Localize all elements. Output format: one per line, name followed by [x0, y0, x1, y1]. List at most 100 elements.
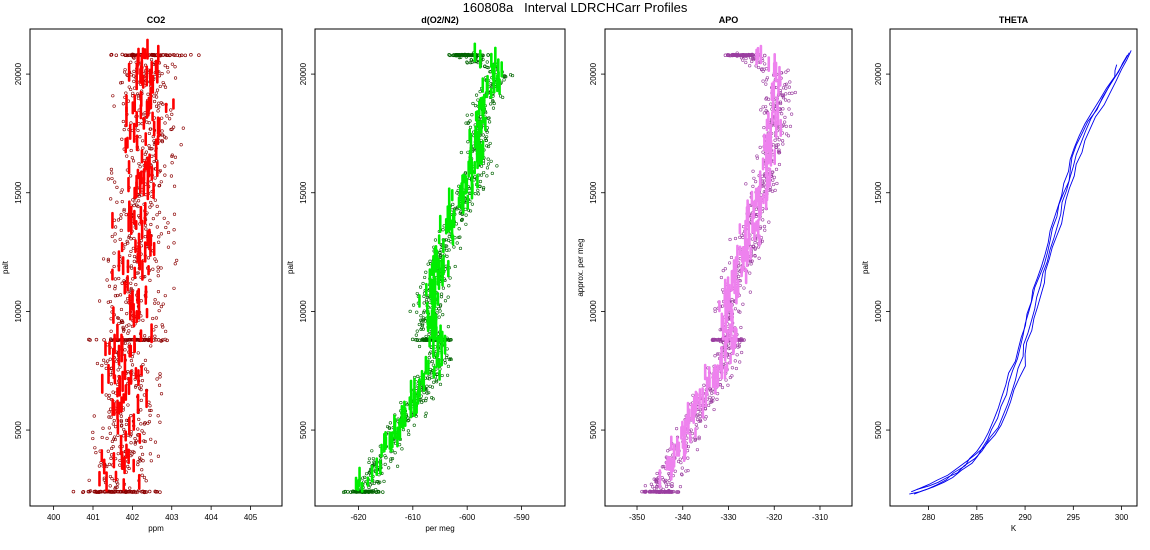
data-point: [710, 391, 714, 395]
data-point: [110, 439, 115, 443]
data-point: [433, 238, 438, 242]
data-point: [501, 95, 505, 99]
data-point: [784, 82, 789, 86]
data-point: [130, 452, 134, 456]
data-point: [141, 139, 145, 143]
data-point: [104, 361, 108, 365]
data-point: [430, 359, 435, 364]
data-point: [109, 489, 114, 494]
data-point: [661, 487, 665, 492]
data-point: [703, 417, 707, 421]
data-point: [421, 399, 426, 403]
data-point: [126, 370, 130, 374]
data-point: [88, 489, 93, 493]
data-point: [778, 101, 783, 106]
data-point: [412, 423, 416, 427]
data-point: [138, 459, 142, 463]
data-point: [755, 154, 759, 158]
data-point: [121, 325, 125, 329]
data-point: [98, 490, 102, 494]
data-point: [108, 484, 112, 488]
data-point: [372, 462, 376, 466]
data-point: [459, 55, 463, 59]
data-point: [509, 73, 513, 77]
data-point: [367, 457, 372, 461]
data-point: [149, 222, 153, 227]
data-point: [438, 309, 442, 313]
data-point: [680, 466, 684, 470]
data-point: [777, 138, 781, 142]
data-point: [111, 422, 115, 426]
data-point: [678, 485, 683, 489]
data-point: [649, 490, 654, 494]
data-point: [156, 274, 160, 278]
data-point: [473, 192, 477, 196]
data-point: [415, 338, 420, 342]
data-point: [733, 307, 738, 311]
data-point: [728, 375, 732, 380]
data-point: [424, 298, 429, 302]
data-point: [149, 437, 153, 441]
data-point: [129, 264, 133, 268]
data-point: [421, 337, 425, 341]
data-point: [443, 358, 447, 362]
data-point: [367, 485, 371, 490]
data-point: [122, 209, 126, 213]
data-point: [774, 167, 779, 171]
data-point: [109, 453, 114, 457]
data-point: [164, 225, 168, 230]
data-point: [129, 249, 133, 254]
data-point: [732, 53, 736, 57]
data-point: [458, 235, 462, 239]
data-point: [93, 446, 97, 450]
data-point: [673, 469, 677, 473]
data-point: [143, 358, 148, 362]
data-point: [416, 374, 420, 378]
data-point: [136, 460, 140, 464]
data-point: [482, 170, 486, 175]
data-point: [127, 323, 131, 327]
data-point: [119, 228, 123, 233]
data-point: [119, 216, 123, 220]
data-point: [139, 445, 143, 449]
data-point: [170, 127, 174, 131]
data-point: [155, 95, 159, 99]
data-point: [686, 468, 690, 473]
data-point: [781, 107, 785, 111]
data-point: [71, 489, 76, 494]
data-point: [432, 380, 436, 384]
data-point: [119, 414, 123, 418]
data-point: [161, 102, 165, 106]
data-point: [121, 119, 125, 124]
y-tick-label: 20000: [14, 62, 23, 85]
data-point: [790, 91, 794, 95]
data-point: [485, 130, 489, 134]
data-point: [101, 257, 106, 261]
data-point: [109, 367, 113, 371]
data-point: [119, 418, 123, 423]
data-point: [422, 310, 426, 315]
data-point: [115, 485, 119, 489]
data-point: [415, 310, 419, 314]
data-point: [123, 243, 127, 247]
data-point: [438, 251, 442, 255]
data-point: [486, 157, 490, 161]
data-point: [170, 153, 174, 157]
data-point: [784, 70, 788, 74]
data-point: [148, 413, 152, 417]
data-point: [388, 421, 392, 425]
data-point: [139, 457, 143, 461]
data-point: [427, 332, 431, 336]
data-point: [132, 69, 136, 73]
data-point: [751, 244, 756, 248]
data-point: [131, 372, 136, 376]
data-point: [759, 108, 763, 112]
data-point: [452, 245, 456, 249]
data-point: [126, 241, 130, 245]
data-point: [168, 117, 172, 121]
data-point: [481, 187, 486, 191]
x-tick-label: -330: [720, 513, 737, 522]
data-point: [158, 420, 162, 424]
data-point: [124, 422, 129, 427]
data-point: [149, 147, 153, 151]
